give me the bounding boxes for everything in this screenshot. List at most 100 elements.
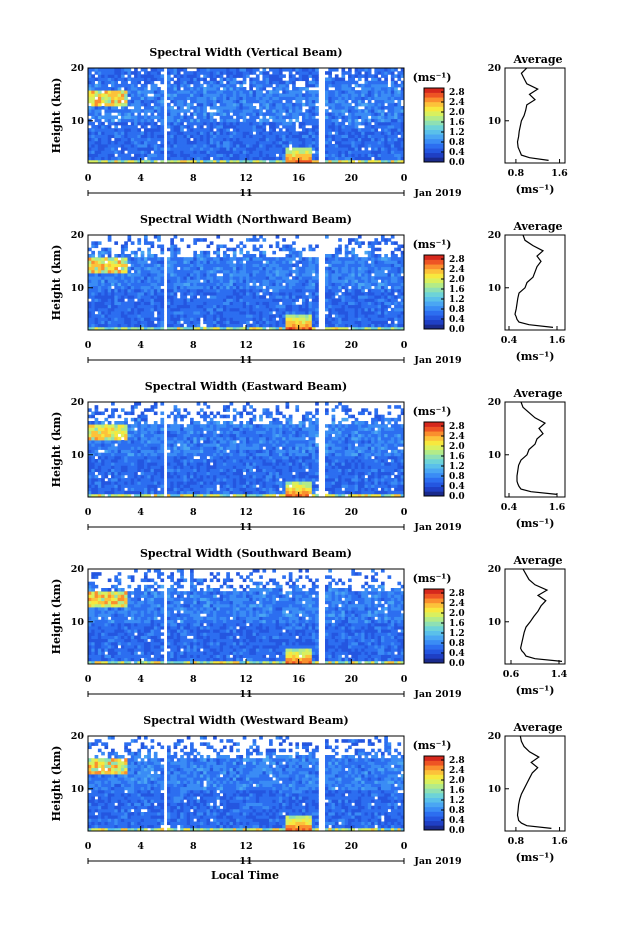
colorbar-tick-label: 1.2	[449, 128, 465, 138]
y-tick-label: 10	[71, 450, 85, 461]
colorbar-swatch	[424, 129, 444, 135]
date-label: Jan 2019	[413, 522, 462, 533]
y-tick-label: 20	[71, 230, 85, 241]
colorbar-swatch	[424, 658, 444, 664]
colorbar-tick-label: 2.8	[449, 756, 465, 766]
average-title: Average	[512, 554, 562, 567]
average-x-axis-label: (ms⁻¹)	[516, 183, 555, 196]
colorbar-tick-label: 1.6	[449, 619, 465, 629]
colorbar-tick-label: 1.6	[449, 285, 465, 295]
average-x-tick-label: 1.6	[551, 836, 568, 847]
colorbar-swatch	[424, 472, 444, 478]
colorbar-unit: (ms⁻¹)	[413, 739, 452, 752]
colorbar-swatch	[424, 653, 444, 659]
average-y-tick-label: 10	[488, 784, 502, 795]
colorbar-swatch	[424, 602, 444, 608]
heatmap-cells	[88, 402, 405, 498]
colorbar-tick-label: 2.8	[449, 589, 465, 599]
colorbar-swatch	[424, 305, 444, 311]
x-tick-label: 16	[292, 841, 306, 852]
date-tick-label: 11	[239, 188, 252, 199]
colorbar-swatch	[424, 765, 444, 771]
average-y-tick-label: 20	[488, 564, 502, 575]
x-tick-label: 4	[137, 674, 144, 685]
colorbar-swatch	[424, 477, 444, 483]
colorbar-swatch	[424, 649, 444, 655]
colorbar-tick-label: 1.2	[449, 796, 465, 806]
average-x-tick-label: 0.4	[501, 335, 518, 346]
y-tick-label: 20	[71, 564, 85, 575]
x-tick-label: 20	[345, 507, 359, 518]
colorbar-swatch	[424, 639, 444, 645]
colorbar-swatch	[424, 612, 444, 618]
colorbar-swatch	[424, 816, 444, 822]
colorbar-tick-label: 0.0	[449, 659, 465, 669]
colorbar-swatch	[424, 426, 444, 432]
colorbar-swatch	[424, 115, 444, 121]
average-x-tick-label: 0.4	[501, 502, 518, 513]
colorbar-swatch	[424, 268, 444, 274]
average-title: Average	[512, 220, 562, 233]
panel-5: Spectral Width (Westward Beam) 20 10 Height…	[50, 714, 568, 867]
average-x-axis-label: (ms⁻¹)	[516, 517, 555, 530]
average-y-tick-label: 10	[488, 450, 502, 461]
colorbar-swatch	[424, 644, 444, 650]
average-line	[516, 401, 558, 495]
colorbar-tick-label: 0.4	[449, 482, 465, 492]
x-tick-label: 4	[137, 173, 144, 184]
average-y-tick-label: 20	[488, 731, 502, 742]
average-frame	[504, 234, 566, 331]
colorbar-swatch	[424, 422, 444, 427]
colorbar-swatch	[424, 120, 444, 126]
colorbar-tick-label: 2.4	[449, 98, 465, 108]
colorbar-tick-label: 0.8	[449, 472, 465, 482]
x-axis-label-local-time: Local Time	[211, 869, 279, 882]
colorbar: (ms⁻¹) 2.82.42.01.61.20.80.40.0	[413, 71, 465, 168]
colorbar-swatch	[424, 97, 444, 103]
colorbar-unit: (ms⁻¹)	[413, 238, 452, 251]
colorbar-tick-label: 0.4	[449, 816, 465, 826]
x-tick-label: 20	[345, 173, 359, 184]
colorbar-swatch	[424, 315, 444, 321]
y-tick-label: 10	[71, 116, 85, 127]
colorbar-swatch	[424, 449, 444, 455]
colorbar-swatch	[424, 106, 444, 112]
colorbar-swatch	[424, 92, 444, 98]
colorbar-swatch	[424, 774, 444, 780]
colorbar-swatch	[424, 616, 444, 622]
panel-3: Spectral Width (Eastward Beam) 20 10 Height…	[50, 380, 566, 533]
colorbar-swatch	[424, 760, 444, 766]
x-tick-label: 12	[239, 841, 252, 852]
average-profile: Average 20 10 0.6 1.4 (ms⁻¹)	[488, 554, 568, 697]
colorbar-frame	[423, 421, 445, 497]
date-label: Jan 2019	[413, 188, 462, 199]
colorbar-tick-label: 0.0	[449, 492, 465, 502]
x-tick-label: 8	[190, 507, 197, 518]
heatmap-cells	[88, 569, 405, 665]
colorbar-tick-label: 0.4	[449, 315, 465, 325]
x-tick-label: 12	[239, 507, 252, 518]
colorbar-tick-label: 0.0	[449, 158, 465, 168]
heatmap-cells	[88, 235, 405, 331]
x-tick-label: 0	[85, 674, 92, 685]
colorbar-swatch	[424, 134, 444, 140]
colorbar-swatch	[424, 779, 444, 785]
colorbar: (ms⁻¹) 2.82.42.01.61.20.80.40.0	[413, 572, 465, 669]
colorbar-swatch	[424, 589, 444, 594]
colorbar-swatch	[424, 152, 444, 158]
colorbar-swatch	[424, 630, 444, 636]
colorbar-swatch	[424, 793, 444, 798]
panel-4: Spectral Width (Southward Beam) 20 10 Heigh…	[50, 547, 568, 700]
colorbar-swatch	[424, 454, 444, 460]
panel-1: Spectral Width (Vertical Beam) 20 10 Height…	[50, 46, 568, 199]
average-x-tick-label: 1.6	[549, 502, 566, 513]
average-profile: Average 20 10 0.8 1.6 (ms⁻¹)	[488, 721, 568, 864]
colorbar-swatch	[424, 621, 444, 627]
x-tick-label: 16	[292, 674, 306, 685]
colorbar-swatch	[424, 101, 444, 107]
average-x-tick-label: 0.8	[508, 168, 525, 179]
colorbar-swatch	[424, 157, 444, 163]
colorbar-tick-label: 2.8	[449, 88, 465, 98]
colorbar-frame	[423, 588, 445, 664]
colorbar-tick-label: 0.4	[449, 649, 465, 659]
